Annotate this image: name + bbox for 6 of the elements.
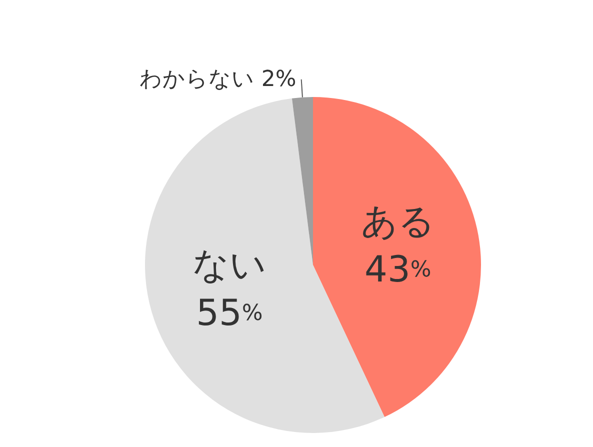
data-label: 2% [261,66,296,92]
data-label: 55% [196,292,263,334]
slice-label: わからない [139,66,262,92]
slice-label: ある [360,202,435,243]
slice-label: ない [192,244,266,286]
data-label: 43% [364,250,432,291]
